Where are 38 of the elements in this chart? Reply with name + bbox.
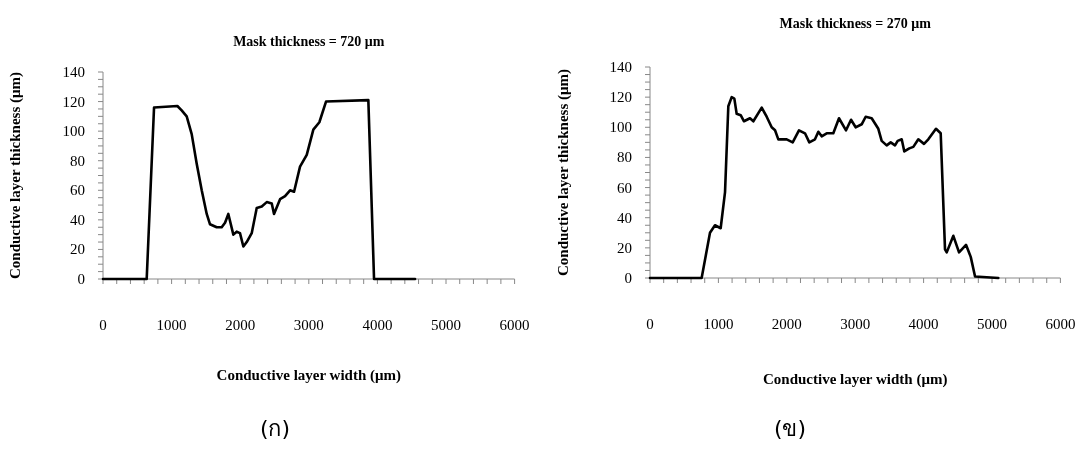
x-tick-label: 2000: [225, 317, 256, 333]
y-tick-label: 40: [70, 211, 85, 228]
y-tick-label: 60: [617, 179, 632, 196]
y-tick-label: 100: [609, 119, 632, 136]
y-tick-label: 140: [609, 59, 632, 75]
y-tick-label: 120: [62, 93, 85, 110]
y-tick-label: 20: [617, 239, 632, 256]
x-tick-label: 4000: [908, 316, 939, 332]
x-tick-label: 0: [646, 316, 654, 332]
y-tick-label: 40: [617, 209, 632, 226]
y-tick-label: 120: [609, 89, 632, 106]
chart-title: Mask thickness = 270 μm: [779, 16, 932, 31]
x-tick-label: 4000: [362, 317, 393, 333]
y-tick-label: 0: [624, 270, 632, 286]
y-axis-title: Conductive layer thickness (μm): [7, 72, 24, 279]
chart-title: Mask thickness = 720 μm: [233, 34, 385, 49]
x-tick-label: 2000: [771, 316, 802, 332]
y-tick-label: 60: [70, 182, 85, 199]
x-tick-label: 0: [99, 317, 107, 333]
y-tick-label: 0: [77, 271, 85, 287]
x-tick-label: 6000: [1045, 316, 1076, 332]
x-tick-label: 1000: [703, 316, 734, 332]
y-tick-label: 20: [70, 241, 85, 258]
x-tick-label: 6000: [499, 317, 530, 333]
x-axis-title: Conductive layer width (μm): [762, 371, 948, 388]
x-tick-label: 5000: [431, 317, 461, 333]
text: (ก): [259, 416, 291, 441]
x-axis-title: Conductive layer width (μm): [216, 367, 402, 384]
x-tick-label: 5000: [977, 316, 1007, 332]
y-axis-title: Conductive layer thickness (μm): [555, 69, 572, 276]
x-tick-label: 3000: [293, 317, 324, 333]
y-tick-label: 100: [62, 123, 85, 140]
y-tick-label: 80: [617, 149, 632, 166]
y-tick-label: 80: [70, 152, 85, 169]
text: (ข): [773, 416, 807, 441]
x-tick-label: 1000: [156, 317, 187, 333]
y-tick-label: 140: [62, 64, 85, 80]
x-tick-label: 3000: [840, 316, 871, 332]
